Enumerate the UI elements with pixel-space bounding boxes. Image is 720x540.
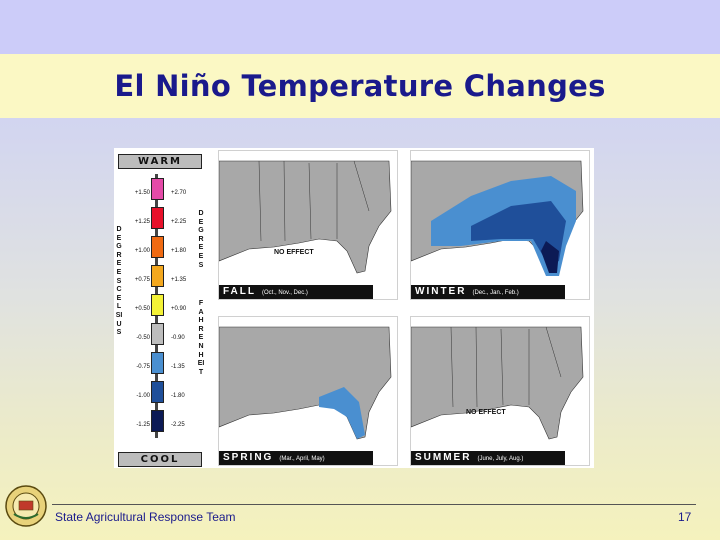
map-summer: NO EFFECT SUMMER (June, July, Aug.) bbox=[410, 316, 590, 466]
map-winter-months: (Dec., Jan., Feb.) bbox=[472, 290, 519, 296]
legend-fahrenheit-value: +2.70 bbox=[171, 190, 187, 196]
legend-swatch bbox=[151, 323, 164, 345]
temperature-legend: WARM +1.50 +2.70 +1.25 +2.25 +1.00 +1.80 +0.75… bbox=[114, 148, 210, 468]
legend-celsius-word: DEGREES CELSIUS bbox=[115, 226, 123, 337]
legend-swatch bbox=[151, 236, 164, 258]
map-spring-months: (Mar., April, May) bbox=[279, 456, 325, 462]
slide-title: El Niño Temperature Changes bbox=[114, 69, 606, 103]
legend-warm-label: WARM bbox=[118, 154, 202, 169]
legend-swatch bbox=[151, 207, 164, 229]
legend-fahrenheit-value: +1.35 bbox=[171, 277, 187, 283]
legend-swatch bbox=[151, 410, 164, 432]
legend-fahrenheit-value: -0.90 bbox=[171, 335, 185, 341]
map-fall-graphic bbox=[219, 160, 392, 274]
title-band: El Niño Temperature Changes bbox=[0, 54, 720, 118]
map-summer-season: SUMMER bbox=[415, 452, 472, 463]
sart-seal-logo bbox=[5, 485, 47, 527]
map-spring: SPRING (Mar., April, May) bbox=[218, 316, 398, 466]
legend-celsius-value: -1.00 bbox=[136, 393, 150, 399]
el-nino-figure: WARM +1.50 +2.70 +1.25 +2.25 +1.00 +1.80 +0.75… bbox=[114, 148, 594, 468]
legend-celsius-value: -0.50 bbox=[136, 335, 150, 341]
map-fall-effect: NO EFFECT bbox=[274, 249, 314, 256]
legend-celsius-value: +0.50 bbox=[134, 306, 150, 312]
map-fall-label: FALL (Oct., Nov., Dec.) bbox=[219, 285, 373, 299]
map-spring-label: SPRING (Mar., April, May) bbox=[219, 451, 373, 465]
legend-celsius-value: -0.75 bbox=[136, 364, 150, 370]
legend-fahrenheit-value: -2.25 bbox=[171, 422, 185, 428]
legend-cool-label: COOL bbox=[118, 452, 202, 467]
map-fall-months: (Oct., Nov., Dec.) bbox=[262, 290, 308, 296]
legend-fahrenheit-value: -1.80 bbox=[171, 393, 185, 399]
top-band bbox=[0, 0, 720, 54]
legend-celsius-value: +1.50 bbox=[134, 190, 150, 196]
map-summer-graphic bbox=[411, 326, 584, 440]
legend-fahrenheit-value: +1.80 bbox=[171, 248, 187, 254]
legend-fahrenheit-value: +0.90 bbox=[171, 306, 187, 312]
legend-swatch bbox=[151, 294, 164, 316]
map-fall: NO EFFECT FALL (Oct., Nov., Dec.) bbox=[218, 150, 398, 300]
legend-celsius-value: -1.25 bbox=[136, 422, 150, 428]
legend-swatch bbox=[151, 265, 164, 287]
map-fall-season: FALL bbox=[223, 286, 256, 297]
legend-fahrenheit-value: -1.35 bbox=[171, 364, 185, 370]
legend-fahrenheit-word-2: FAHRENHEIT bbox=[197, 300, 205, 376]
map-winter-label: WINTER (Dec., Jan., Feb.) bbox=[411, 285, 565, 299]
map-spring-season: SPRING bbox=[223, 452, 274, 463]
map-summer-effect: NO EFFECT bbox=[466, 409, 506, 416]
legend-swatch bbox=[151, 381, 164, 403]
page-number: 17 bbox=[678, 510, 692, 524]
footer-divider bbox=[52, 504, 696, 505]
map-winter-season: WINTER bbox=[415, 286, 467, 297]
legend-celsius-value: +0.75 bbox=[134, 277, 150, 283]
map-winter-graphic bbox=[411, 160, 584, 276]
map-winter: WINTER (Dec., Jan., Feb.) bbox=[410, 150, 590, 300]
map-summer-months: (June, July, Aug.) bbox=[477, 456, 524, 462]
legend-fahrenheit-word-1: DEGREES bbox=[198, 210, 204, 269]
legend-celsius-value: +1.25 bbox=[134, 219, 150, 225]
map-summer-label: SUMMER (June, July, Aug.) bbox=[411, 451, 565, 465]
footer-organization: State Agricultural Response Team bbox=[55, 510, 236, 524]
legend-celsius-value: +1.00 bbox=[134, 248, 150, 254]
legend-swatch bbox=[151, 178, 164, 200]
legend-fahrenheit-value: +2.25 bbox=[171, 219, 187, 225]
map-spring-graphic bbox=[219, 326, 392, 440]
legend-swatch bbox=[151, 352, 164, 374]
